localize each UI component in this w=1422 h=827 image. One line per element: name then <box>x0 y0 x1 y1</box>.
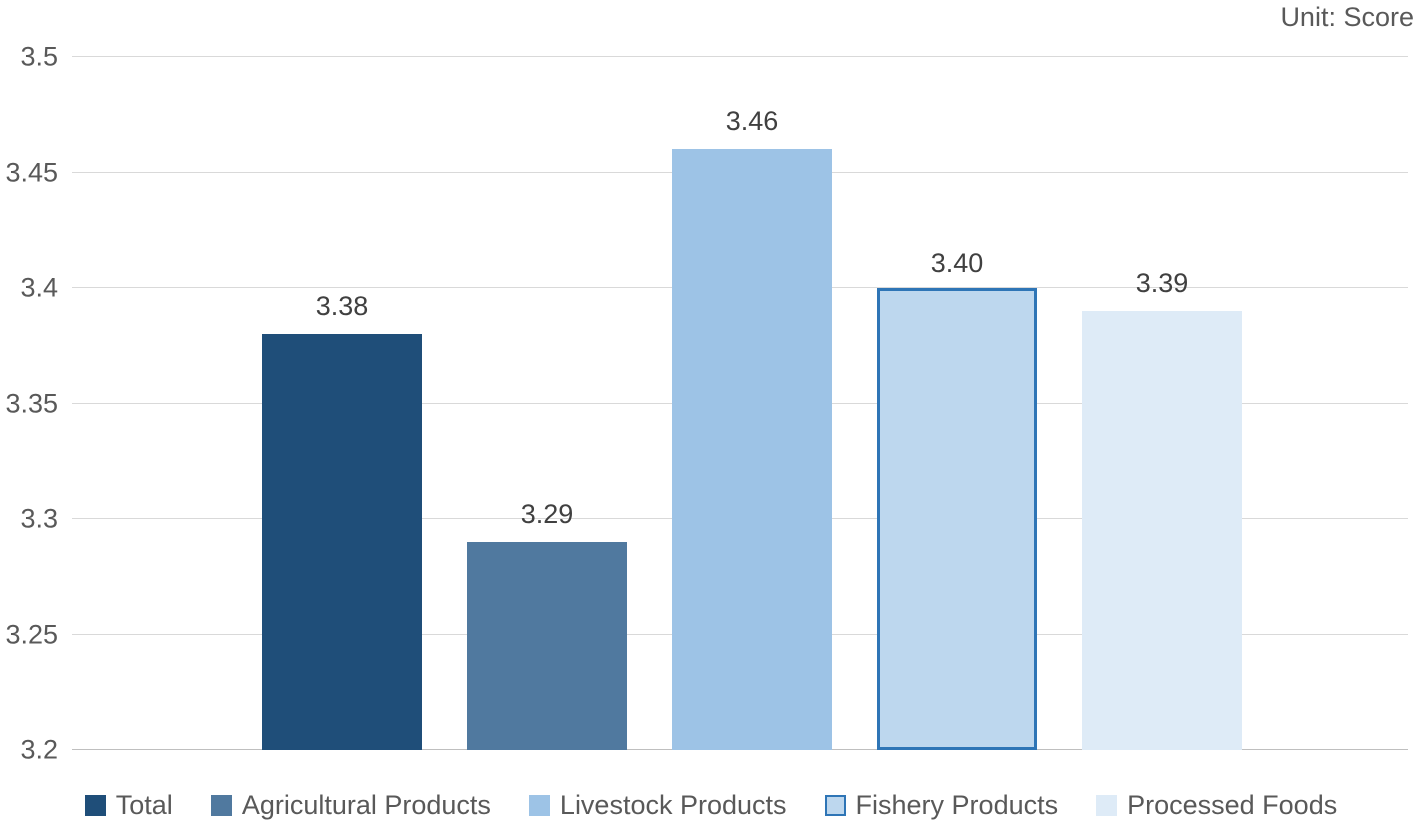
bar-fishery-products: 3.40 <box>877 248 1037 750</box>
legend-swatch-fishery-products <box>824 795 846 816</box>
unit-label: Unit: Score <box>1280 2 1414 32</box>
bar-processed-foods: 3.39 <box>1082 268 1242 750</box>
gridline <box>72 56 1408 57</box>
legend-swatch-livestock-products <box>528 795 550 816</box>
legend-item-total: Total <box>84 790 173 821</box>
legend-item-fishery-products: Fishery Products <box>824 790 1059 821</box>
y-tick-label: 3.45 <box>5 157 58 187</box>
legend-label-agricultural-products: Agricultural Products <box>241 790 491 820</box>
data-label-total: 3.38 <box>315 291 369 322</box>
legend-label-total: Total <box>115 790 173 820</box>
y-tick-label: 3.5 <box>20 41 58 72</box>
legend-item-processed-foods: Processed Foods <box>1096 790 1337 821</box>
data-label-fishery-products: 3.40 <box>930 248 984 278</box>
y-tick-label: 3.3 <box>20 503 58 534</box>
legend-swatch-total <box>84 795 106 816</box>
y-tick-label: 3.2 <box>20 734 58 765</box>
y-axis-labels: 3.2 3.25 3.3 3.35 3.4 3.45 3.5 <box>0 42 58 765</box>
plot-area: 3.38 3.29 3.46 3.40 3.39 <box>72 56 1408 750</box>
legend-item-livestock-products: Livestock Products <box>528 790 787 821</box>
y-tick-label: 3.35 <box>5 388 58 418</box>
bars-container: 3.38 3.29 3.46 3.40 3.39 <box>262 57 1242 750</box>
y-tick-label: 3.4 <box>20 272 58 303</box>
data-label-livestock-products: 3.46 <box>725 106 779 137</box>
data-label-agricultural-products: 3.29 <box>520 499 574 530</box>
legend-label-livestock-products: Livestock Products <box>559 790 787 820</box>
bar-total: 3.38 <box>262 291 422 750</box>
legend: Total Agricultural Products Livestock Prod… <box>0 790 1422 821</box>
data-label-processed-foods: 3.39 <box>1135 268 1189 299</box>
bar-agricultural-products: 3.29 <box>467 499 627 750</box>
legend-label-fishery-products: Fishery Products <box>855 790 1059 820</box>
bar-livestock-products: 3.46 <box>672 106 832 750</box>
legend-swatch-processed-foods <box>1096 795 1118 816</box>
legend-item-agricultural-products: Agricultural Products <box>210 790 491 821</box>
legend-label-processed-foods: Processed Foods <box>1127 790 1338 820</box>
legend-swatch-agricultural-products <box>210 795 232 816</box>
y-tick-label: 3.25 <box>5 619 58 649</box>
